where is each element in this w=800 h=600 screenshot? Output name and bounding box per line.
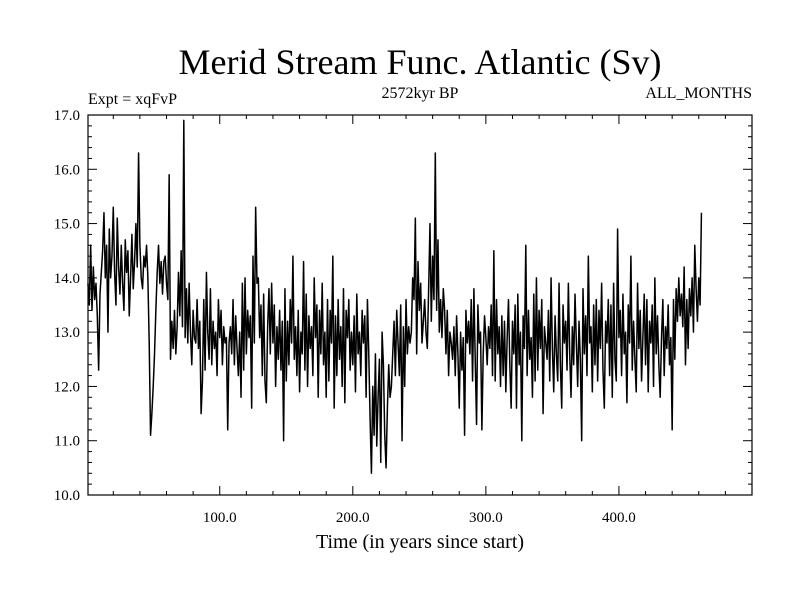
y-tick-label: 16.0 — [54, 162, 80, 178]
experiment-label: Expt = xqFvP — [88, 91, 177, 108]
y-tick-label: 10.0 — [54, 488, 80, 504]
x-tick-label: 200.0 — [336, 510, 370, 526]
y-tick-label: 14.0 — [54, 271, 80, 287]
x-axis-label: Time (in years since start) — [316, 531, 524, 553]
x-tick-label: 300.0 — [469, 510, 503, 526]
y-tick-label: 13.0 — [54, 325, 80, 341]
y-tick-label: 12.0 — [54, 379, 80, 395]
period-label: 2572kyr BP — [382, 85, 459, 102]
y-tick-label: 15.0 — [54, 217, 80, 233]
months-label: ALL_MONTHS — [645, 85, 752, 102]
series-line — [87, 119, 703, 475]
x-tick-label: 400.0 — [602, 510, 636, 526]
plot-frame — [87, 114, 753, 496]
plot-area: 10.0 11.0 12.0 13.0 14.0 15.0 16.0 17.0 100.0 200… — [54, 108, 753, 526]
y-tick-label: 17.0 — [54, 108, 80, 124]
x-tick-label: 100.0 — [203, 510, 237, 526]
chart-title: Merid Stream Func. Atlantic (Sv) — [179, 42, 662, 82]
y-tick-label: 11.0 — [54, 434, 80, 450]
